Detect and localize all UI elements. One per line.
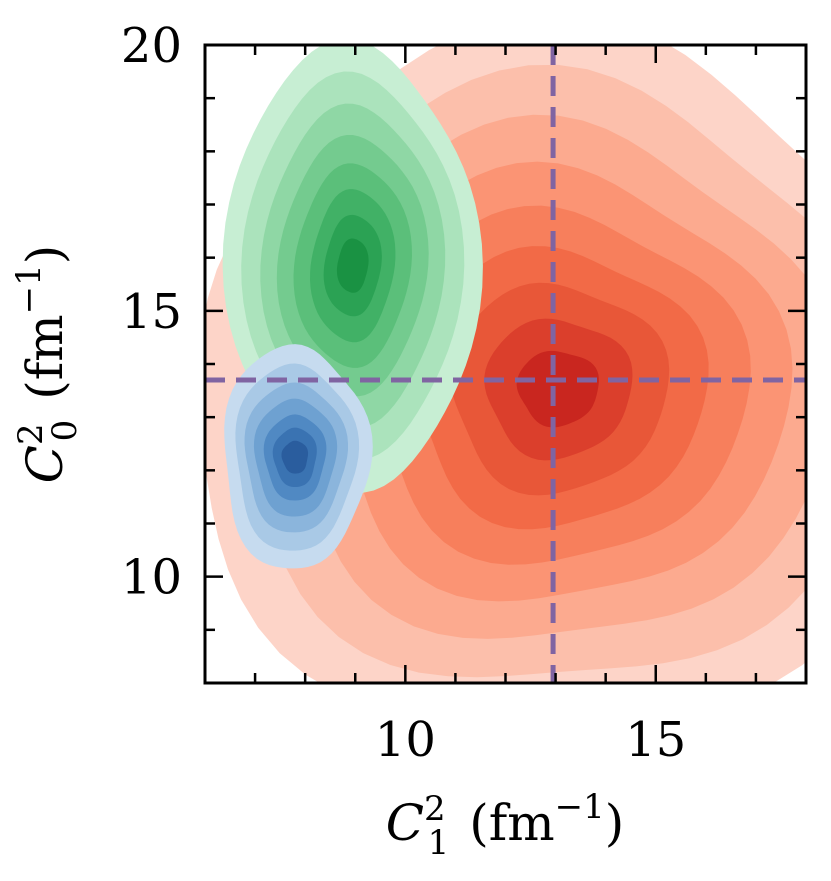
axis-ticks <box>205 43 806 683</box>
reference-lines <box>205 45 806 683</box>
y-tick-label: 10 <box>121 550 182 606</box>
blue-contour-level-7 <box>281 440 309 474</box>
x-tick-label: 10 <box>375 712 436 768</box>
y-tick-label: 15 <box>121 284 182 340</box>
green-contour-level-8 <box>336 238 369 293</box>
y-tick-label: 20 <box>121 18 182 74</box>
y-axis-label: C20(fm−1) <box>9 245 85 484</box>
x-axis-label: C2 1 (fm−1) <box>386 787 625 863</box>
x-tick-label: 15 <box>625 712 686 768</box>
tick-labels: 10 15 10 15 20 <box>121 18 686 768</box>
contour-layers <box>205 45 806 683</box>
red-contour-level-9 <box>516 350 599 428</box>
